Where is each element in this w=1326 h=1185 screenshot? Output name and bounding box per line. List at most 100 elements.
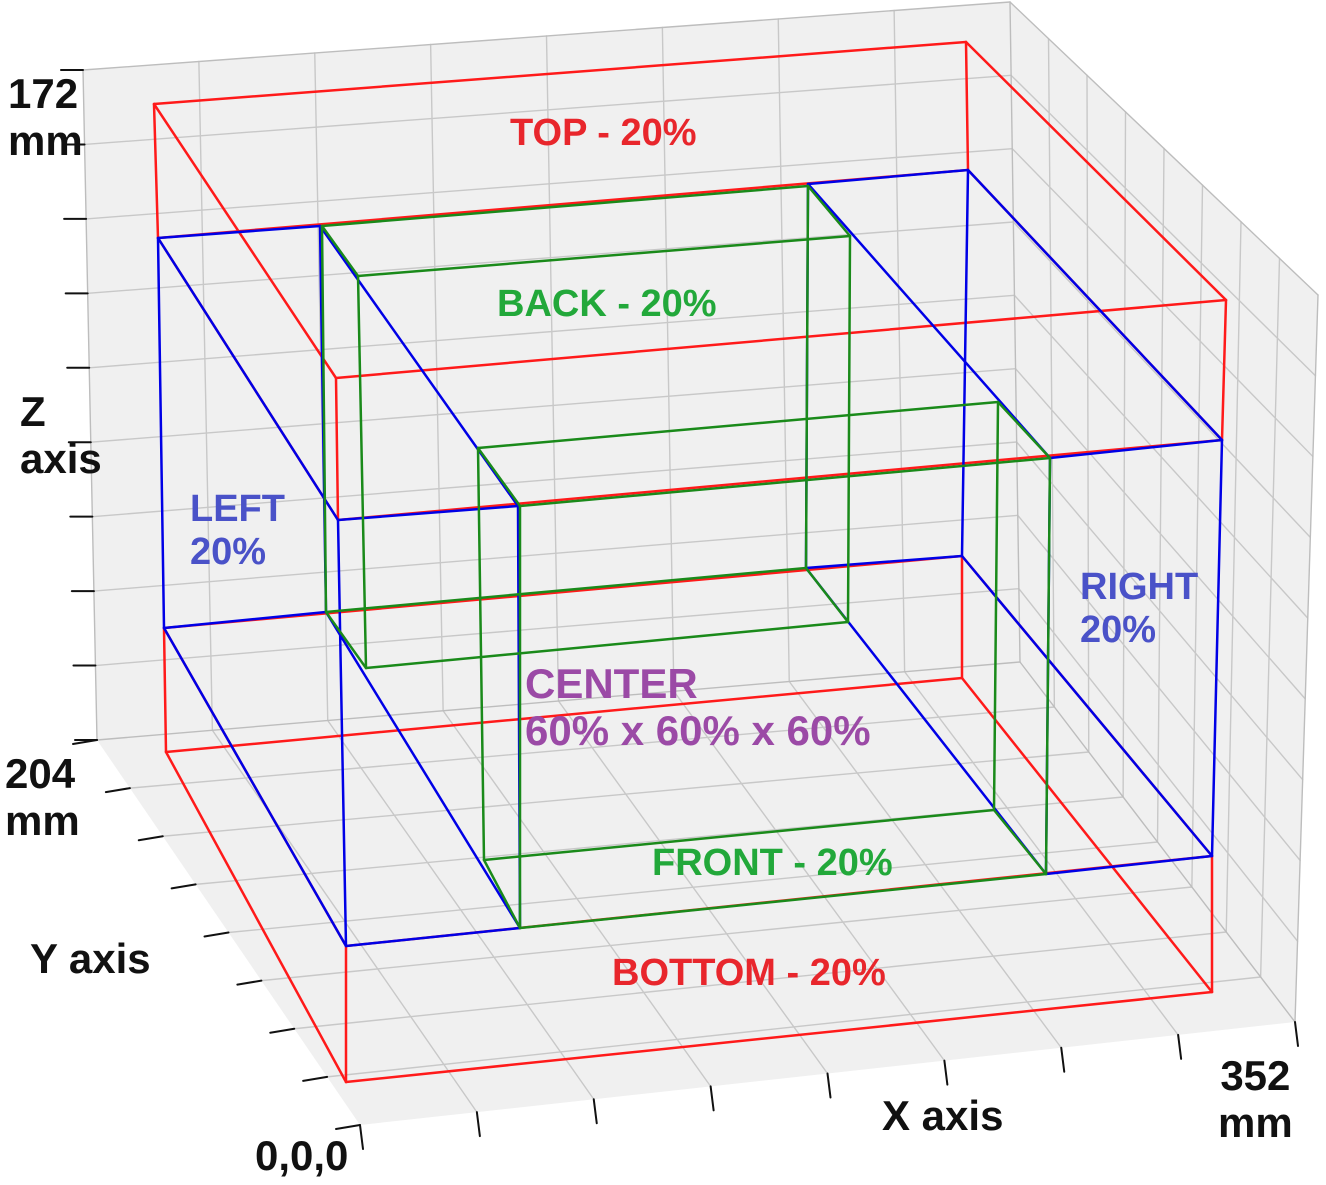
y-tick <box>269 1027 296 1034</box>
right-zone-box <box>960 554 1214 858</box>
front-zone-box <box>996 400 1052 460</box>
left-zone-box <box>344 926 522 948</box>
grid-line <box>129 706 1056 789</box>
z-axis-label: Z axis <box>20 388 102 483</box>
grid-line <box>227 841 1159 934</box>
y-axis-max-label: 204 mm <box>5 750 80 845</box>
back-zone-box <box>364 620 850 670</box>
front-zone-box <box>476 400 1000 450</box>
top-zone-box <box>964 40 1228 302</box>
back-zone-box <box>320 224 328 614</box>
bottom-zone-box <box>164 676 964 754</box>
pane-edge <box>96 661 1021 741</box>
x-axis-label: X axis <box>882 1092 1004 1139</box>
left-zone-box <box>336 504 520 522</box>
pane-edge <box>1019 661 1296 1023</box>
front-zone-box <box>518 872 1048 930</box>
bottom-zone-box <box>960 676 1214 994</box>
center-zone-label: CENTER 60% x 60% x 60% <box>525 660 871 755</box>
left-zone-label: LEFT 20% <box>190 488 285 573</box>
bottom-zone-label: BOTTOM - 20% <box>612 952 886 994</box>
y-tick <box>236 979 263 986</box>
right-zone-box <box>1210 438 1224 858</box>
grid-line <box>1047 37 1056 708</box>
grid-line <box>162 751 1090 837</box>
top-zone-box <box>152 40 968 106</box>
back-zone-box <box>324 566 808 614</box>
x-tick <box>475 1111 481 1138</box>
right-zone-label: RIGHT 20% <box>1080 566 1199 651</box>
grid-line <box>91 441 1018 518</box>
back-zone-box <box>806 184 852 238</box>
back-zone-box <box>320 184 810 228</box>
x-axis-max-label: 352 mm <box>1218 1052 1293 1147</box>
grid-line <box>326 976 1262 1078</box>
top-zone-box <box>1220 298 1228 442</box>
left-zone-box <box>156 224 322 240</box>
front-zone-box <box>992 400 1000 812</box>
back-zone-box <box>320 224 360 278</box>
front-zone-box <box>992 808 1048 876</box>
pane-edge <box>1009 1 1319 296</box>
y-tick <box>137 835 164 842</box>
grid-line <box>1156 147 1165 843</box>
back-zone-box <box>804 184 810 570</box>
y-tick <box>335 1124 361 1130</box>
left-zone-box <box>162 610 328 630</box>
back-zone-box <box>804 566 850 624</box>
x-tick <box>359 1124 364 1150</box>
pane-edge <box>82 69 98 741</box>
z-axis-max-label: 172 mm <box>8 70 83 165</box>
grid-line <box>1225 221 1242 933</box>
top-zone-box <box>152 102 160 240</box>
y-tick <box>104 787 131 794</box>
y-tick <box>170 883 197 890</box>
x-tick <box>709 1085 715 1112</box>
grid-lines <box>82 1 1319 1113</box>
top-zone-box <box>334 376 340 522</box>
axis-ticks <box>60 69 1299 1150</box>
x-tick <box>1060 1046 1066 1073</box>
right-zone-box <box>806 168 970 186</box>
right-zone-box <box>960 168 970 558</box>
back-zone-box <box>324 610 368 670</box>
left-zone-box <box>336 518 348 948</box>
grid-line <box>1259 257 1281 978</box>
left-zone-box <box>324 610 522 930</box>
y-axis-label: Y axis <box>30 935 151 982</box>
front-zone-box <box>476 446 486 862</box>
top-zone-box <box>334 298 1228 380</box>
right-zone-box <box>1044 854 1214 876</box>
x-tick <box>1294 1021 1299 1047</box>
zone-boxes <box>152 40 1228 1084</box>
front-zone-label: FRONT - 20% <box>652 842 893 884</box>
grid-line <box>94 587 1020 667</box>
bottom-zone-box <box>164 750 348 1084</box>
top-zone-box <box>964 40 970 172</box>
front-zone-box <box>518 456 1052 508</box>
left-zone-box <box>156 236 340 522</box>
y-tick <box>302 1075 329 1082</box>
back-zone-box <box>356 234 852 278</box>
left-zone-box <box>162 626 348 948</box>
front-zone-box <box>482 808 996 862</box>
x-tick <box>1177 1033 1183 1060</box>
x-tick <box>826 1072 832 1099</box>
y-tick <box>72 739 98 745</box>
grid-line <box>88 294 1016 369</box>
back-zone-box <box>846 234 852 624</box>
pane-edge <box>82 1 1011 71</box>
right-zone-box <box>966 168 1224 442</box>
x-tick <box>943 1059 949 1086</box>
grid-line <box>85 147 1013 220</box>
pane-edge <box>1009 1 1021 663</box>
front-zone-box <box>476 446 522 508</box>
grid-line <box>260 886 1193 982</box>
bottom-zone-box <box>344 990 1214 1084</box>
back-zone-box <box>356 274 368 670</box>
grid-line <box>93 514 1019 592</box>
y-tick <box>203 931 230 938</box>
grid-line <box>1122 111 1127 798</box>
